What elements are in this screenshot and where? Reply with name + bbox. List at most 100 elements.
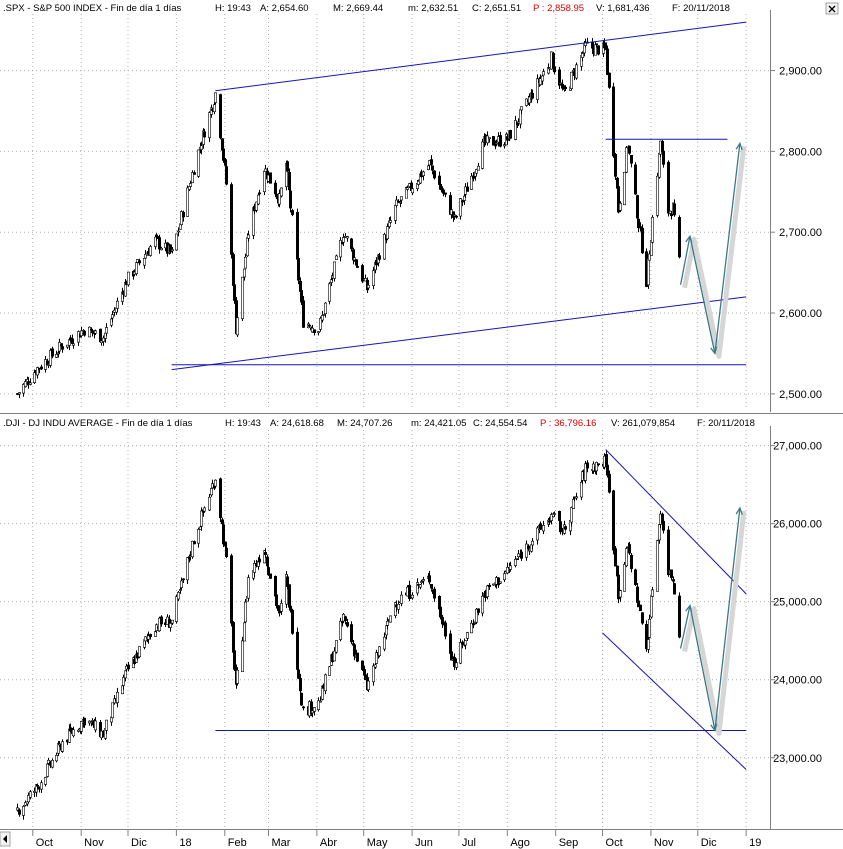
candle-body <box>35 367 39 376</box>
candle-body <box>449 651 453 661</box>
candle-body <box>349 238 353 250</box>
candle-body <box>230 555 234 624</box>
candle-body <box>323 302 327 315</box>
upper-channel-line[interactable] <box>605 449 747 595</box>
spx-close-button[interactable] <box>825 2 839 15</box>
candle-body <box>452 214 456 217</box>
candle-body <box>471 175 475 179</box>
dji-header-max: M: 24,707.26 <box>337 418 392 429</box>
candle-body <box>99 328 103 343</box>
candle-body <box>569 71 573 89</box>
candle-body <box>88 326 92 338</box>
projection-path[interactable] <box>679 507 741 732</box>
candle-body <box>160 616 164 625</box>
candle-body <box>32 372 36 383</box>
candle-body <box>385 226 389 240</box>
candle-body <box>579 481 583 498</box>
candle-body <box>485 135 489 144</box>
candle-body <box>469 622 473 634</box>
candle-body <box>232 254 236 286</box>
candle-body <box>585 462 589 469</box>
candle-body <box>102 337 106 342</box>
candle-body <box>340 621 344 624</box>
candle-body <box>377 255 381 260</box>
candle-body <box>334 255 338 260</box>
candle-body <box>471 623 475 626</box>
candle-body <box>360 265 364 282</box>
projection-arrowhead <box>685 234 693 244</box>
x-tick-label: Jul <box>462 837 476 849</box>
candle-body <box>618 203 622 211</box>
candle-body <box>230 184 234 255</box>
candle-body <box>530 540 534 546</box>
spx-header-symbol: .SPX - S&P 500 INDEX - Fin de día 1 días <box>3 3 182 14</box>
candle-body <box>594 462 598 472</box>
candle-body <box>327 666 331 676</box>
candle-body <box>563 526 567 530</box>
projection-shadow <box>682 510 747 736</box>
candle-body <box>203 507 207 512</box>
candle-body <box>549 514 553 521</box>
candle-body <box>382 636 386 650</box>
dji-header-volume: V: 261,079,854 <box>611 418 675 429</box>
candle-body <box>105 327 109 334</box>
candle-body <box>193 172 197 175</box>
candle-body <box>524 543 528 558</box>
candle-body <box>541 525 545 532</box>
candle-body <box>175 233 179 251</box>
candle-body <box>69 727 73 732</box>
candle-body <box>309 701 313 715</box>
candle-body <box>277 193 281 205</box>
candle-body <box>596 45 600 55</box>
candle-body <box>661 520 665 531</box>
candle-body <box>301 706 305 709</box>
candle-body <box>636 600 640 608</box>
candle-body <box>169 623 173 628</box>
candle-body <box>558 521 562 533</box>
candle-body <box>225 547 229 558</box>
spx-header-p: P : 2,858.95 <box>533 3 584 14</box>
candle-body <box>596 463 600 465</box>
candle-body <box>263 551 267 556</box>
candle-body <box>647 618 651 638</box>
candle-body <box>193 541 197 545</box>
candle-body <box>171 619 175 624</box>
candle-body <box>465 632 469 639</box>
candle-body <box>182 211 186 218</box>
candle-body <box>607 72 611 88</box>
candle-body <box>279 602 283 612</box>
projection-path[interactable] <box>679 143 741 355</box>
candle-body <box>419 581 423 583</box>
x-tick-label: Mar <box>271 837 290 849</box>
candle-body <box>338 240 342 258</box>
spx-header-date: F: 20/11/2018 <box>672 3 730 14</box>
candle-body <box>341 237 345 243</box>
upper-channel-line[interactable] <box>215 21 747 92</box>
projection-arrowhead <box>685 604 693 613</box>
candle-body <box>124 670 128 679</box>
y-tick-label: 26,000.00 <box>773 519 822 531</box>
candle-body <box>538 78 542 85</box>
candle-body <box>574 496 578 499</box>
candle-body <box>574 64 578 79</box>
lower-channel-line[interactable] <box>171 296 747 371</box>
candle-body <box>197 149 201 177</box>
x-tick-label: Nov <box>84 837 104 849</box>
candle-body <box>552 513 556 515</box>
candle-body <box>343 616 347 621</box>
scroll-left-button[interactable] <box>0 831 11 847</box>
candle-body <box>519 551 523 559</box>
candle-body <box>541 71 545 76</box>
candle-body <box>410 188 414 194</box>
candle-body <box>563 87 567 89</box>
candle-body <box>627 145 631 154</box>
x-tick-label: Abr <box>320 837 337 849</box>
x-tick-label: 19 <box>749 837 761 849</box>
dji-header-open: A: 24,618.68 <box>270 418 324 429</box>
candle-body <box>233 284 237 301</box>
candle-body <box>327 283 331 302</box>
lower-channel-line[interactable] <box>602 632 747 770</box>
candle-body <box>177 230 181 233</box>
candle-body <box>225 166 229 185</box>
candle-body <box>28 382 32 385</box>
